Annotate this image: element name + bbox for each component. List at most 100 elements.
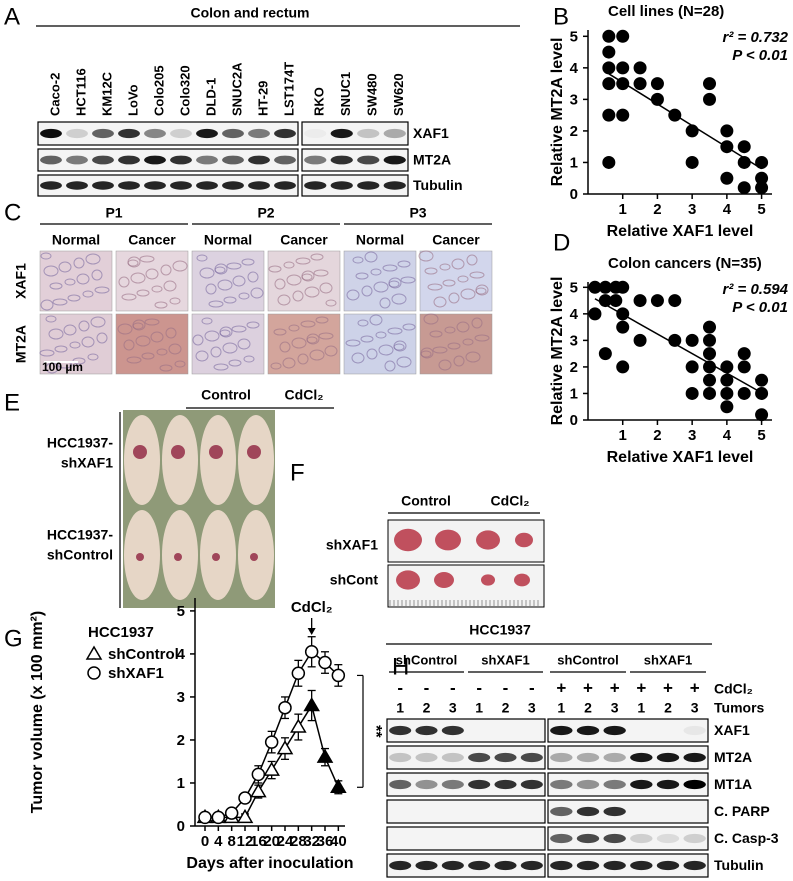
tissue-structure [304,286,320,298]
legend-marker [87,666,101,680]
band [144,181,166,190]
band [630,779,653,790]
point [685,124,699,138]
point [616,320,630,334]
tissue-structure [150,331,164,343]
tissue-structure [232,275,246,287]
tissue-structure [78,320,90,332]
tissue-structure [208,300,224,308]
patient-label: P1 [105,205,122,221]
group-label: shXAF1 [644,652,692,667]
excised-tumor [514,573,530,587]
annotation: r² = 0.732 [723,29,789,46]
band [383,181,406,190]
band [603,833,626,844]
tissue-structure [64,278,76,286]
band [274,128,296,139]
band [603,752,626,763]
band [66,181,88,190]
point [755,171,769,185]
tissue-structure [427,283,443,291]
excised-tumor [481,574,495,586]
band [196,155,218,165]
point [616,61,630,75]
point [602,61,616,75]
lane-label: LoVo [125,84,140,116]
point [616,307,630,321]
row-label: MT1A [714,776,752,792]
lane-label: Colo205 [151,65,166,116]
tissue-structure [132,319,146,331]
blot [547,799,709,824]
band [330,155,353,165]
point [633,77,647,91]
band [683,833,706,844]
tissue-structure [118,276,130,288]
band [389,779,412,790]
band [92,155,114,165]
tissue-structure [222,342,238,354]
tissue-structure [54,345,68,353]
tissue-structure [462,338,474,346]
x-tick-label: 8 [227,833,235,850]
tissue-structure [310,253,324,261]
tissue-structure [63,324,77,336]
tissue-structure [219,326,233,338]
marker [290,718,307,733]
tissue-structure [172,260,188,272]
lane-label: Colo320 [177,65,192,116]
point [685,155,699,169]
tissue-structure [319,282,333,294]
band [144,128,166,139]
y-tick-label: 1 [570,154,578,171]
blot [386,799,546,824]
tissue-structure [85,253,101,265]
tissue-structure [397,260,411,268]
legend-label: shControl [108,646,179,663]
tissue-structure [301,270,315,282]
tissue-structure [370,268,382,276]
point [737,181,751,195]
point [755,181,769,195]
tissue-structure [379,297,391,309]
tissue-structure [286,274,302,286]
band [66,155,88,165]
point [616,29,630,43]
band [144,155,166,165]
marker [251,767,266,782]
band [196,181,218,190]
group-label: Control [201,387,251,403]
band [550,860,573,871]
band [550,806,573,817]
tissue-structure [45,315,57,323]
tissue-structure [453,355,465,367]
blot [547,745,709,770]
tissue-structure [400,276,416,284]
tissue-structure [313,269,329,277]
band [66,128,88,139]
band [196,128,218,139]
tissue-structure [231,325,247,333]
band [389,860,412,871]
blot [301,121,409,146]
tissue-structure [67,294,81,302]
y-axis-label: Relative MT2A level [549,277,566,426]
band [683,752,706,763]
tissue-structure [325,299,337,307]
tumor-number: 3 [449,700,457,716]
tissue-structure [91,269,103,281]
point [703,373,717,387]
y-tick-label: 3 [570,91,578,108]
tissue-structure [213,363,229,371]
band [40,155,62,165]
tissue-structure [384,360,396,372]
row-label: CdCl₂ [714,681,753,697]
x-axis-label: Relative XAF1 level [607,449,754,466]
tissue-structure [475,284,489,296]
excised-tumor [394,528,422,552]
y-tick-label: 4 [177,646,186,663]
legend-marker [85,645,103,660]
tissue-structure [460,288,476,300]
point [602,77,616,91]
y-tick-label: 0 [570,412,578,429]
